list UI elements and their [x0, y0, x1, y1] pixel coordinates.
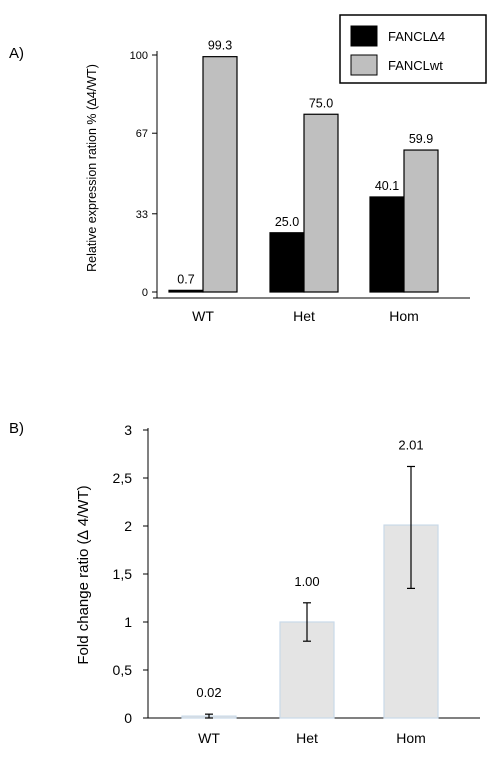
data-label: 75.0 [309, 96, 333, 110]
bar-fanclwt-het [303, 113, 339, 293]
x-tick-label-wt: WT [192, 308, 214, 324]
data-label: 99.3 [208, 39, 232, 53]
bar-fanclwt-wt [202, 56, 238, 293]
bar-fancl-4-het [269, 232, 305, 293]
x-tick-label-het: Het [293, 308, 315, 324]
bar-fanclwt-hom [403, 149, 439, 293]
chart-a: 0 33 67 100 0.7 99.3 WT 25.0 75.0 Het 40.1 59.9 Hom [130, 39, 470, 324]
panel-b-label: B) [9, 420, 24, 437]
x-tick-label-hom: Hom [389, 308, 419, 324]
data-label: 59.9 [409, 132, 433, 146]
legend-label-fancl-wt: FANCLwt [388, 58, 443, 73]
data-label: 2.01 [398, 437, 423, 452]
data-label: 0.7 [177, 272, 194, 286]
legend-swatch-fancl-wt [350, 54, 378, 76]
x-tick-label-wt: WT [198, 730, 220, 746]
x-tick-label-hom: Hom [396, 730, 426, 746]
chart-a-y-axis-title: Relative expression ration % (∆4/WT) [85, 64, 99, 272]
panel-a-label: A) [9, 45, 24, 62]
x-tick-label-het: Het [296, 730, 318, 746]
y-tick-label: 0 [124, 710, 132, 726]
y-tick-label: 1 [124, 614, 132, 630]
bar-fancl-4-hom [369, 196, 405, 293]
chart-a-legend: FANCL∆4 FANCLwt [339, 14, 487, 84]
chart-b-y-axis-title: Fold change ratio (∆ 4/WT) [75, 485, 92, 664]
chart-b: 0 0,5 1 1,5 2 2,5 3 0.02 WT 1.00 Het 2.01 Hom [113, 422, 480, 746]
y-tick-label: 1,5 [113, 566, 133, 582]
y-tick-label: 100 [130, 50, 148, 62]
y-tick-label: 0 [142, 287, 148, 299]
y-tick-label: 67 [136, 128, 148, 140]
y-tick-label: 33 [136, 209, 148, 221]
y-tick-label: 3 [124, 422, 132, 438]
legend-swatch-fancl-delta4 [350, 25, 378, 47]
y-tick-label: 2,5 [113, 470, 133, 486]
y-tick-label: 0,5 [113, 662, 133, 678]
data-label: 25.0 [275, 215, 299, 229]
y-tick-label: 2 [124, 518, 132, 534]
data-label: 1.00 [294, 574, 319, 589]
legend-label-fancl-delta4: FANCL∆4 [388, 29, 445, 44]
bar-fancl-4-wt [168, 289, 204, 293]
data-label: 40.1 [375, 179, 399, 193]
data-label: 0.02 [196, 685, 221, 700]
